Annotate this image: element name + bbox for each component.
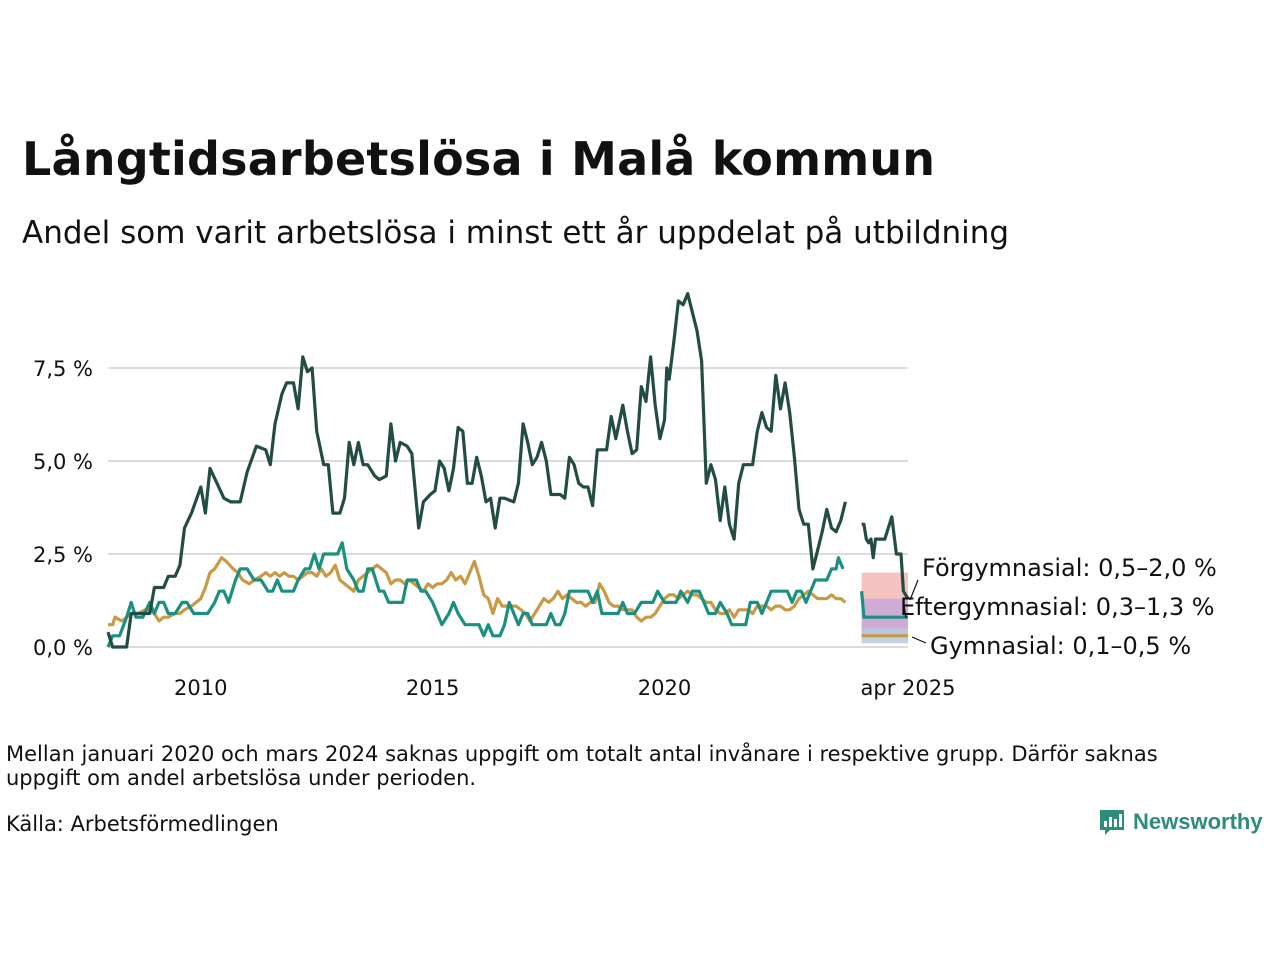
series-line [106,292,847,649]
series-line [106,541,845,648]
series-line-recent [860,591,908,619]
chart-source: Källa: Arbetsförmedlingen [6,812,279,836]
end-label-leader [903,604,907,619]
axis-labels: 0,0 % 2,5 % 5,0 % 7,5 % 2010 2015 2020 apr 2025 [33,357,956,700]
chart-note: Mellan januari 2020 och mars 2024 saknas… [6,742,1158,790]
end-label: Förgymnasial: 0,5–2,0 % [922,554,1217,582]
end-label: Eftergymnasial: 0,3–1,3 % [900,593,1215,621]
newsworthy-logo: Newsworthy [1098,808,1263,836]
y-tick-label: 5,0 % [33,450,93,474]
end-label-leader [911,636,927,644]
chart-subtitle: Andel som varit arbetslösa i minst ett å… [22,215,1010,251]
x-tick-label: apr 2025 [861,676,956,700]
chart-title: Långtidsarbetslösa i Malå kommun [22,132,936,186]
x-tick-label: 2010 [174,676,227,700]
end-labels: Förgymnasial: 0,5–2,0 % Eftergymnasial: 0… [900,554,1217,660]
x-tick-label: 2015 [406,676,459,700]
y-tick-label: 0,0 % [33,636,93,660]
series-lines [106,292,910,649]
series-line-recent [861,515,910,600]
y-tick-label: 2,5 % [33,543,93,567]
y-tick-label: 7,5 % [33,357,93,381]
grid-lines [108,367,908,648]
end-label-leader [909,579,919,601]
x-tick-label: 2020 [638,676,691,700]
newsworthy-logo-text: Newsworthy [1133,809,1263,834]
end-label: Gymnasial: 0,1–0,5 % [930,632,1191,660]
newsworthy-logo-icon [1100,810,1124,835]
